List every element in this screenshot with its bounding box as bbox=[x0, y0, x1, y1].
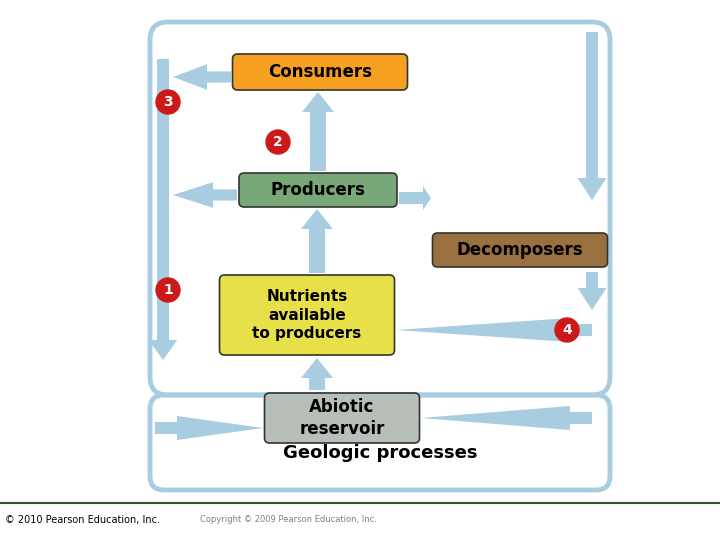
Polygon shape bbox=[399, 186, 431, 210]
Polygon shape bbox=[173, 182, 237, 208]
Text: Decomposers: Decomposers bbox=[456, 241, 583, 259]
Text: 2: 2 bbox=[273, 135, 283, 149]
Text: Abiotic
reservoir: Abiotic reservoir bbox=[300, 398, 384, 438]
Polygon shape bbox=[155, 416, 263, 440]
Polygon shape bbox=[148, 59, 177, 360]
Text: © 2010 Pearson Education, Inc.: © 2010 Pearson Education, Inc. bbox=[5, 515, 160, 525]
FancyBboxPatch shape bbox=[233, 54, 408, 90]
Polygon shape bbox=[301, 209, 333, 273]
Text: Producers: Producers bbox=[271, 181, 366, 199]
Circle shape bbox=[156, 90, 180, 114]
Polygon shape bbox=[396, 318, 592, 342]
Text: Nutrients
available
to producers: Nutrients available to producers bbox=[253, 289, 361, 341]
Text: 4: 4 bbox=[562, 323, 572, 337]
Polygon shape bbox=[577, 32, 606, 200]
Polygon shape bbox=[577, 272, 606, 310]
FancyBboxPatch shape bbox=[433, 233, 608, 267]
Text: 3: 3 bbox=[163, 95, 173, 109]
FancyBboxPatch shape bbox=[220, 275, 395, 355]
Text: Geologic processes: Geologic processes bbox=[283, 443, 477, 462]
Polygon shape bbox=[302, 92, 334, 171]
Text: Copyright © 2009 Pearson Education, Inc.: Copyright © 2009 Pearson Education, Inc. bbox=[200, 516, 377, 524]
Circle shape bbox=[266, 130, 290, 154]
Circle shape bbox=[555, 318, 579, 342]
Circle shape bbox=[156, 278, 180, 302]
FancyBboxPatch shape bbox=[264, 393, 420, 443]
Text: 1: 1 bbox=[163, 283, 173, 297]
Text: Consumers: Consumers bbox=[268, 63, 372, 81]
FancyBboxPatch shape bbox=[239, 173, 397, 207]
Polygon shape bbox=[301, 358, 333, 390]
Polygon shape bbox=[421, 406, 592, 430]
Polygon shape bbox=[173, 64, 231, 90]
